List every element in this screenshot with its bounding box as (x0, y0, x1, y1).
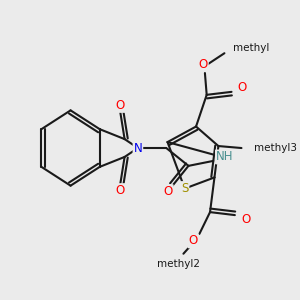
Text: NH: NH (216, 150, 233, 164)
Text: methyl: methyl (233, 43, 270, 53)
Text: O: O (238, 81, 247, 94)
Text: N: N (134, 142, 142, 154)
Text: O: O (116, 184, 125, 197)
Text: S: S (181, 182, 188, 195)
Text: O: O (188, 234, 198, 248)
Text: O: O (164, 185, 173, 198)
Text: O: O (116, 99, 125, 112)
Text: methyl2: methyl2 (158, 259, 200, 269)
Text: O: O (241, 213, 250, 226)
Text: methyl3: methyl3 (254, 143, 297, 153)
Text: O: O (199, 58, 208, 70)
